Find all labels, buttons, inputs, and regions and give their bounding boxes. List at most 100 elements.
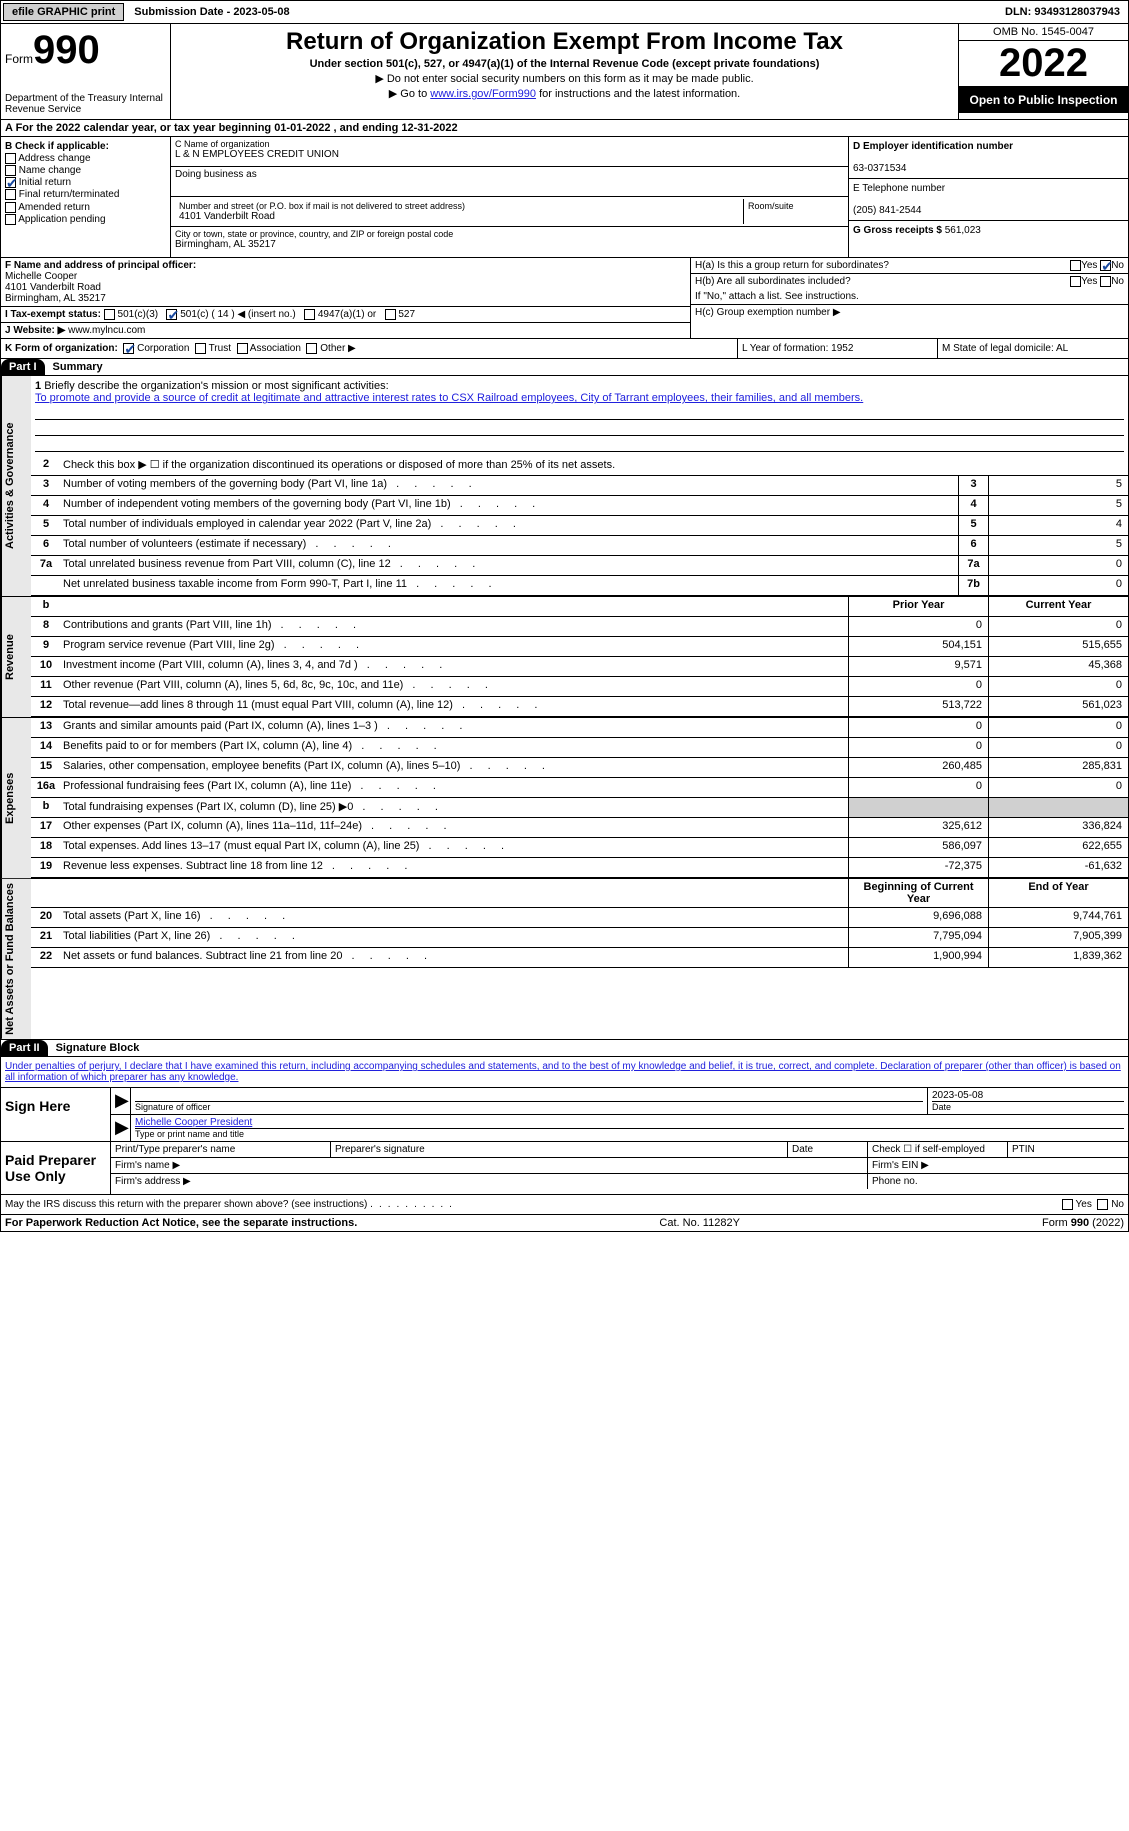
col-c: C Name of organization L & N EMPLOYEES C… [171, 137, 848, 257]
col-b-label: B Check if applicable: [5, 141, 109, 152]
gross-receipts: 561,023 [945, 225, 981, 236]
part-1-tag: Part I [1, 359, 45, 375]
discuss-no[interactable] [1097, 1199, 1108, 1210]
lower-left: F Name and address of principal officer:… [1, 258, 691, 338]
state-domicile: M State of legal domicile: AL [938, 339, 1128, 358]
chk-final[interactable] [5, 189, 16, 200]
irs-link[interactable]: www.irs.gov/Form990 [430, 88, 536, 100]
mission-text: To promote and provide a source of credi… [35, 392, 863, 404]
table-row: 22Net assets or fund balances. Subtract … [31, 948, 1128, 968]
chk-initial[interactable] [5, 177, 16, 188]
ha-no[interactable] [1100, 260, 1111, 271]
city-cell: City or town, state or province, country… [171, 227, 848, 257]
sign-here-block: Sign Here ▶ Signature of officer 2023-05… [0, 1088, 1129, 1142]
table-row: 9Program service revenue (Part VIII, lin… [31, 637, 1128, 657]
summary-expenses: Expenses 13Grants and similar amounts pa… [0, 718, 1129, 879]
chk-trust[interactable] [195, 343, 206, 354]
org-name: L & N EMPLOYEES CREDIT UNION [175, 149, 844, 160]
table-row: 21Total liabilities (Part X, line 26) . … [31, 928, 1128, 948]
discuss-yes[interactable] [1062, 1199, 1073, 1210]
chk-amended[interactable] [5, 202, 16, 213]
table-row: 4Number of independent voting members of… [31, 496, 1128, 516]
tel-cell: E Telephone number (205) 841-2544 [849, 179, 1128, 221]
vlabel-expenses: Expenses [1, 718, 31, 878]
lower-right: H(a) Is this a group return for subordin… [691, 258, 1128, 338]
website: www.mylncu.com [68, 325, 145, 336]
arrow-icon: ▶ [115, 1117, 129, 1137]
arrow-icon: ▶ [115, 1090, 129, 1110]
part-2-header: Part II Signature Block [0, 1040, 1129, 1057]
table-row: 3Number of voting members of the governi… [31, 476, 1128, 496]
discuss-row: May the IRS discuss this return with the… [0, 1195, 1129, 1215]
table-row: 17Other expenses (Part IX, column (A), l… [31, 818, 1128, 838]
vlabel-governance: Activities & Governance [1, 376, 31, 596]
chk-501c[interactable] [166, 309, 177, 320]
hb-yes[interactable] [1070, 276, 1081, 287]
chk-527[interactable] [385, 309, 396, 320]
table-row: Beginning of Current YearEnd of Year [31, 879, 1128, 908]
chk-pending[interactable] [5, 214, 16, 225]
form-word: Form [5, 52, 33, 66]
penalty-statement: Under penalties of perjury, I declare th… [0, 1057, 1129, 1088]
topbar: efile GRAPHIC print Submission Date - 20… [0, 0, 1129, 24]
efile-print-button[interactable]: efile GRAPHIC print [3, 3, 124, 21]
open-to-public: Open to Public Inspection [959, 87, 1128, 113]
lower-block: F Name and address of principal officer:… [0, 258, 1129, 339]
table-row: 13Grants and similar amounts paid (Part … [31, 718, 1128, 738]
sign-here-label: Sign Here [1, 1088, 111, 1141]
ein-cell: D Employer identification number 63-0371… [849, 137, 1128, 179]
col-b: B Check if applicable: Address change Na… [1, 137, 171, 257]
org-name-cell: C Name of organization L & N EMPLOYEES C… [171, 137, 848, 167]
main-block: B Check if applicable: Address change Na… [0, 137, 1129, 258]
omb-number: OMB No. 1545-0047 [959, 24, 1128, 41]
ha-yes[interactable] [1070, 260, 1081, 271]
telephone: (205) 841-2544 [853, 205, 921, 216]
year-formation: L Year of formation: 1952 [738, 339, 938, 358]
form-990-footer: 990 [1071, 1217, 1089, 1229]
summary-net: Net Assets or Fund Balances Beginning of… [0, 879, 1129, 1040]
tax-year: 2022 [959, 41, 1128, 87]
hb-no[interactable] [1100, 276, 1111, 287]
row-k: K Form of organization: Corporation Trus… [0, 339, 1129, 359]
table-row: 11Other revenue (Part VIII, column (A), … [31, 677, 1128, 697]
form-number: 990 [33, 28, 100, 72]
chk-corp[interactable] [123, 343, 134, 354]
table-row: bPrior YearCurrent Year [31, 597, 1128, 617]
paid-preparer-block: Paid Preparer Use Only Print/Type prepar… [0, 1142, 1129, 1195]
table-row: 10Investment income (Part VIII, column (… [31, 657, 1128, 677]
paid-preparer-label: Paid Preparer Use Only [1, 1142, 111, 1194]
chk-other[interactable] [306, 343, 317, 354]
col-d: D Employer identification number 63-0371… [848, 137, 1128, 257]
table-row: 5Total number of individuals employed in… [31, 516, 1128, 536]
chk-501c3[interactable] [104, 309, 115, 320]
gross-cell: G Gross receipts $ 561,023 [849, 221, 1128, 240]
chk-address[interactable] [5, 153, 16, 164]
chk-4947[interactable] [304, 309, 315, 320]
table-row: 15Salaries, other compensation, employee… [31, 758, 1128, 778]
dln: DLN: 93493128037943 [997, 4, 1128, 20]
table-row: 19Revenue less expenses. Subtract line 1… [31, 858, 1128, 878]
footer: For Paperwork Reduction Act Notice, see … [0, 1215, 1129, 1232]
header-left: Form990 Department of the Treasury Inter… [1, 24, 171, 119]
table-row: 18Total expenses. Add lines 13–17 (must … [31, 838, 1128, 858]
table-row: Net unrelated business taxable income fr… [31, 576, 1128, 596]
row-hb-note: If "No," attach a list. See instructions… [691, 289, 1128, 305]
table-row: bTotal fundraising expenses (Part IX, co… [31, 798, 1128, 818]
table-row: 20Total assets (Part X, line 16) . . . .… [31, 908, 1128, 928]
address-cell: Number and street (or P.O. box if mail i… [171, 197, 848, 227]
row-hb: H(b) Are all subordinates included? Yes … [691, 274, 1128, 289]
row-a-calendar-year: A For the 2022 calendar year, or tax yea… [0, 120, 1129, 137]
chk-assoc[interactable] [237, 343, 248, 354]
summary-governance: Activities & Governance 1 Briefly descri… [0, 376, 1129, 597]
row-i: I Tax-exempt status: 501(c)(3) 501(c) ( … [1, 307, 690, 323]
dba-cell: Doing business as [171, 167, 848, 197]
table-row: 6Total number of volunteers (estimate if… [31, 536, 1128, 556]
ein: 63-0371534 [853, 163, 906, 174]
line-2: 2Check this box ▶ ☐ if the organization … [31, 456, 1128, 476]
table-row: 16aProfessional fundraising fees (Part I… [31, 778, 1128, 798]
dept-treasury: Department of the Treasury Internal Reve… [5, 93, 166, 115]
return-title: Return of Organization Exempt From Incom… [175, 28, 954, 56]
subtitle-2: ▶ Do not enter social security numbers o… [175, 72, 954, 85]
submission-date: Submission Date - 2023-05-08 [126, 4, 297, 20]
row-j: J Website: ▶ www.mylncu.com [1, 323, 690, 338]
